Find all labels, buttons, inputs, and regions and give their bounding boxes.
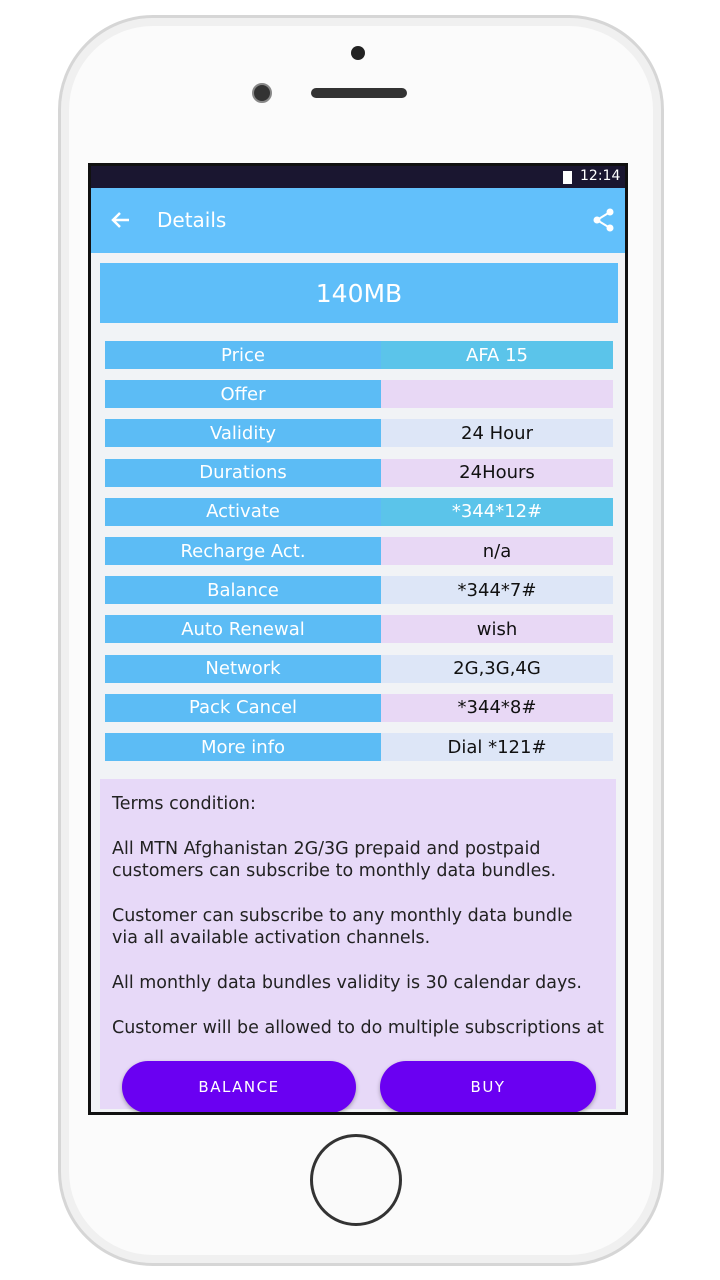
row-value: *344*7# <box>381 576 613 605</box>
back-button[interactable] <box>109 208 133 232</box>
share-button[interactable] <box>591 207 617 233</box>
terms-paragraph: All MTN Afghanistan 2G/3G prepaid and po… <box>112 839 557 881</box>
app-bar: Details <box>91 188 625 253</box>
row-label: More info <box>105 733 381 761</box>
buy-button[interactable]: BUY <box>380 1061 596 1112</box>
row-value: n/a <box>381 537 613 565</box>
table-row: Balance *344*7# <box>105 576 613 605</box>
table-row: Durations 24Hours <box>105 458 613 487</box>
table-row: Price AFA 15 <box>105 341 613 369</box>
terms-paragraph: All monthly data bundles validity is 30 … <box>112 973 582 993</box>
row-value: Dial *121# <box>381 733 613 761</box>
row-label: Balance <box>105 576 381 605</box>
row-value: *344*8# <box>381 693 613 722</box>
clock: 12:14 <box>580 168 621 184</box>
row-value: 24Hours <box>381 458 613 487</box>
row-label: Durations <box>105 458 381 487</box>
table-row: Validity 24 Hour <box>105 419 613 448</box>
row-label: Network <box>105 654 381 683</box>
row-label: Recharge Act. <box>105 537 381 565</box>
row-value: 2G,3G,4G <box>381 654 613 683</box>
table-row: Pack Cancel *344*8# <box>105 693 613 722</box>
row-value <box>381 380 613 409</box>
table-row: More info Dial *121# <box>105 733 613 761</box>
row-value: *344*12# <box>381 497 613 526</box>
row-label: Price <box>105 341 381 369</box>
table-row: Auto Renewal wish <box>105 615 613 644</box>
front-dot <box>351 46 365 60</box>
home-button[interactable] <box>310 1134 402 1226</box>
table-row: Offer <box>105 380 613 409</box>
row-label: Offer <box>105 380 381 409</box>
table-row: Network 2G,3G,4G <box>105 654 613 683</box>
terms: Terms condition: All MTN Afghanistan 2G/… <box>100 779 616 1109</box>
speaker <box>311 88 407 98</box>
status-bar: 12:14 <box>91 166 625 188</box>
screen: 12:14 Details 140MB Price AFA 15 Offer Vali… <box>88 163 628 1115</box>
balance-button[interactable]: BALANCE <box>122 1061 356 1112</box>
row-label: Activate <box>105 497 381 526</box>
row-value: 24 Hour <box>381 419 613 448</box>
plan-heading: 140MB <box>100 263 618 323</box>
app-title: Details <box>157 208 227 232</box>
battery-icon <box>563 171 572 184</box>
row-label: Pack Cancel <box>105 693 381 722</box>
table-row: Recharge Act. n/a <box>105 537 613 565</box>
table-row: Activate *344*12# <box>105 497 613 526</box>
row-label: Auto Renewal <box>105 615 381 644</box>
terms-paragraph: Customer can subscribe to any monthly da… <box>112 906 573 948</box>
row-value: AFA 15 <box>381 341 613 369</box>
camera <box>252 83 272 103</box>
row-label: Validity <box>105 419 381 448</box>
row-value: wish <box>381 615 613 644</box>
terms-title: Terms condition: <box>112 794 256 814</box>
terms-paragraph: Customer will be allowed to do multiple … <box>112 1018 604 1038</box>
